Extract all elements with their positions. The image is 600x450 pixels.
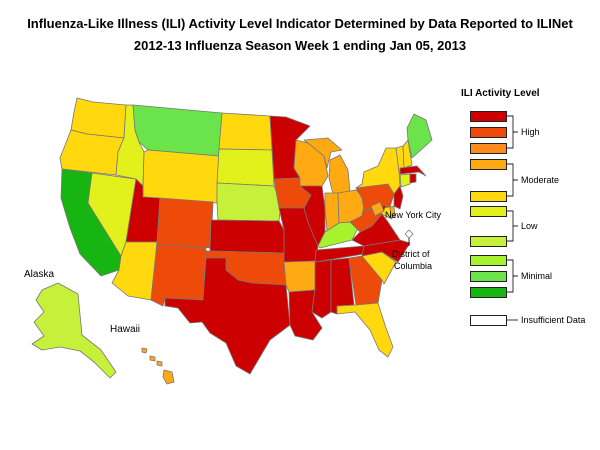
- legend-title: ILI Activity Level: [461, 88, 540, 99]
- state-hi-small-2[interactable]: [156, 360, 163, 367]
- state-mt[interactable]: [132, 104, 223, 157]
- swatch-minimal-2: [470, 271, 507, 282]
- state-ga[interactable]: [348, 255, 383, 306]
- swatch-high-1: [470, 111, 507, 122]
- state-ak[interactable]: [31, 282, 117, 379]
- swatch-insufficient: [470, 315, 507, 326]
- state-sd[interactable]: [216, 148, 275, 187]
- state-fl[interactable]: [336, 302, 394, 358]
- dc-marker[interactable]: [404, 229, 414, 239]
- state-ma[interactable]: [399, 165, 427, 177]
- swatch-high-3: [470, 143, 507, 154]
- label-dc-line1: District of: [392, 249, 430, 259]
- swatch-moderate-2: [470, 191, 507, 202]
- label-hawaii: Hawaii: [110, 324, 140, 335]
- label-alaska: Alaska: [24, 269, 54, 280]
- state-hi[interactable]: [162, 369, 175, 385]
- swatch-minimal-3: [470, 287, 507, 298]
- state-nm[interactable]: [150, 243, 207, 307]
- legend-label-moderate: Moderate: [521, 175, 560, 185]
- state-hi-small-3[interactable]: [141, 347, 148, 354]
- state-mi-lower[interactable]: [328, 154, 351, 195]
- state-co[interactable]: [156, 197, 214, 249]
- legend-label-insufficient: Insufficient Data: [521, 315, 586, 325]
- state-nh[interactable]: [402, 139, 413, 169]
- legend-label-low: Low: [521, 221, 538, 231]
- state-nj[interactable]: [393, 185, 404, 210]
- legend-brackets: [507, 115, 518, 321]
- nyc-marker[interactable]: [370, 201, 385, 217]
- state-ne[interactable]: [216, 182, 282, 222]
- map-subtitle: 2012-13 Influenza Season Week 1 ending J…: [133, 38, 467, 53]
- state-ks[interactable]: [209, 219, 285, 254]
- state-ct[interactable]: [399, 173, 411, 188]
- swatch-moderate-1: [470, 159, 507, 170]
- state-ri[interactable]: [409, 173, 417, 184]
- swatch-minimal-1: [470, 255, 507, 266]
- state-or[interactable]: [59, 129, 125, 176]
- legend-label-high: High: [521, 127, 540, 137]
- swatch-low-2: [470, 236, 507, 247]
- state-me[interactable]: [406, 113, 433, 159]
- state-de[interactable]: [389, 205, 396, 219]
- swatch-high-2: [470, 127, 507, 138]
- state-wy[interactable]: [142, 149, 220, 204]
- state-tx[interactable]: [164, 257, 291, 375]
- state-ms[interactable]: [311, 259, 332, 319]
- state-mi[interactable]: [303, 137, 343, 169]
- swatch-low-1: [470, 206, 507, 217]
- state-ar[interactable]: [283, 260, 318, 293]
- map-title: Influenza-Like Illness (ILI) Activity Le…: [27, 16, 573, 31]
- state-hi-small-1[interactable]: [149, 355, 156, 362]
- state-nd[interactable]: [218, 112, 273, 151]
- label-nyc: New York City: [385, 210, 442, 220]
- legend-label-minimal: Minimal: [521, 271, 553, 281]
- label-dc-line2: Columbia: [394, 261, 432, 271]
